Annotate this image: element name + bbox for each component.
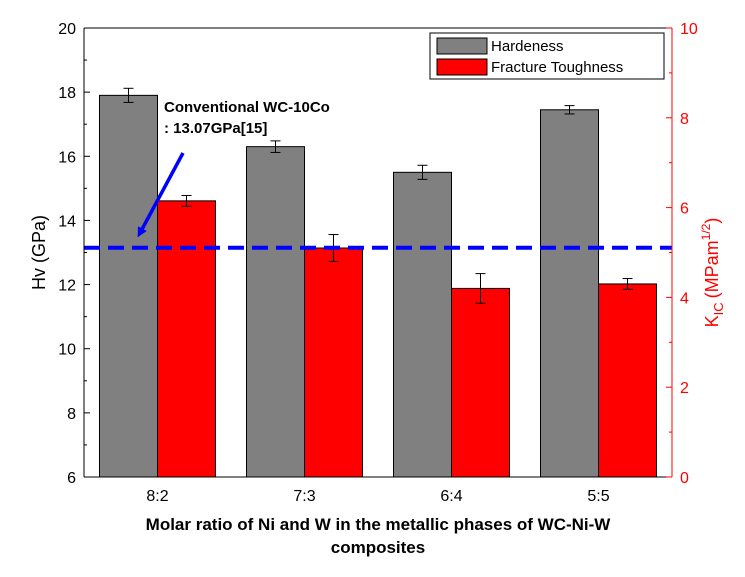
legend-label-2: Fracture Toughness: [491, 59, 623, 76]
y2-title-close: ): [702, 218, 722, 224]
annotation-arrow: [137, 152, 185, 238]
x-tick-label-1: 8:2: [146, 488, 168, 505]
toughness-bar-3: [451, 287, 510, 478]
y2-title-sub: IC: [711, 302, 726, 315]
hardness-error-bar-4: [564, 105, 575, 115]
plot-area: Conventional WC-10Co : 13.07GPa[15]: [84, 87, 672, 478]
left-tick-label-10: 10: [58, 342, 76, 359]
left-tick-label-8: 8: [67, 406, 76, 423]
toughness-bar-1: [157, 200, 216, 478]
axes: 6 8 10 12 14 16 18 20 0 2 4 6 8 10 8:2 7:3 6:4 5:5: [58, 21, 698, 505]
y-axis-title: Hv (GPa): [29, 215, 49, 290]
legend-label-1: Hardeness: [491, 38, 564, 55]
annotation-line-1: Conventional WC-10Co: [164, 99, 330, 116]
left-tick-label-16: 16: [58, 149, 76, 166]
hardness-bar-2: [246, 146, 305, 478]
right-tick-label-0: 0: [680, 470, 689, 487]
hardness-error-bar-2: [270, 140, 281, 153]
x-tick-label-4: 5:5: [587, 488, 609, 505]
right-tick-label-6: 6: [680, 201, 689, 218]
annotation-line-2: : 13.07GPa[15]: [164, 120, 267, 137]
toughness-error-bar-3: [475, 273, 486, 304]
y2-axis-title: KIC (MPam1/2): [699, 218, 726, 328]
y2-title-unit: (MPam: [702, 240, 722, 298]
right-tick-label-4: 4: [680, 290, 689, 307]
right-tick-label-10: 10: [680, 21, 698, 38]
hardness-error-bar-1: [123, 87, 134, 103]
legend-swatch-1: [436, 37, 488, 55]
hardness-bar-4: [540, 109, 599, 478]
hardness-bar-3: [393, 171, 452, 478]
x-tick-label-2: 7:3: [293, 488, 315, 505]
left-tick-label-18: 18: [58, 85, 76, 102]
right-tick-label-8: 8: [680, 111, 689, 128]
right-tick-label-2: 2: [680, 380, 689, 397]
legend: Hardeness Fracture Toughness: [429, 32, 665, 80]
left-tick-label-14: 14: [58, 213, 76, 230]
left-tick-label-20: 20: [58, 21, 76, 38]
y2-title-sup: 1/2: [699, 223, 713, 240]
toughness-error-bar-1: [181, 194, 192, 207]
toughness-error-bar-4: [622, 278, 633, 290]
hardness-error-bar-3: [417, 164, 428, 180]
x-axis-title-line-2: composites: [331, 538, 425, 557]
toughness-bar-2: [304, 247, 363, 478]
x-tick-label-3: 6:4: [440, 488, 462, 505]
hardness-bar-1: [99, 94, 158, 478]
left-tick-label-12: 12: [58, 278, 76, 295]
left-tick-label-6: 6: [67, 470, 76, 487]
legend-swatch-2: [436, 58, 488, 76]
axis-labels: Hv (GPa) KIC (MPam1/2) Molar ratio of Ni an…: [29, 215, 726, 557]
y2-title-main: K: [702, 315, 722, 327]
toughness-bar-4: [598, 283, 657, 478]
x-axis-title-line-1: Molar ratio of Ni and W in the metallic …: [146, 515, 612, 534]
